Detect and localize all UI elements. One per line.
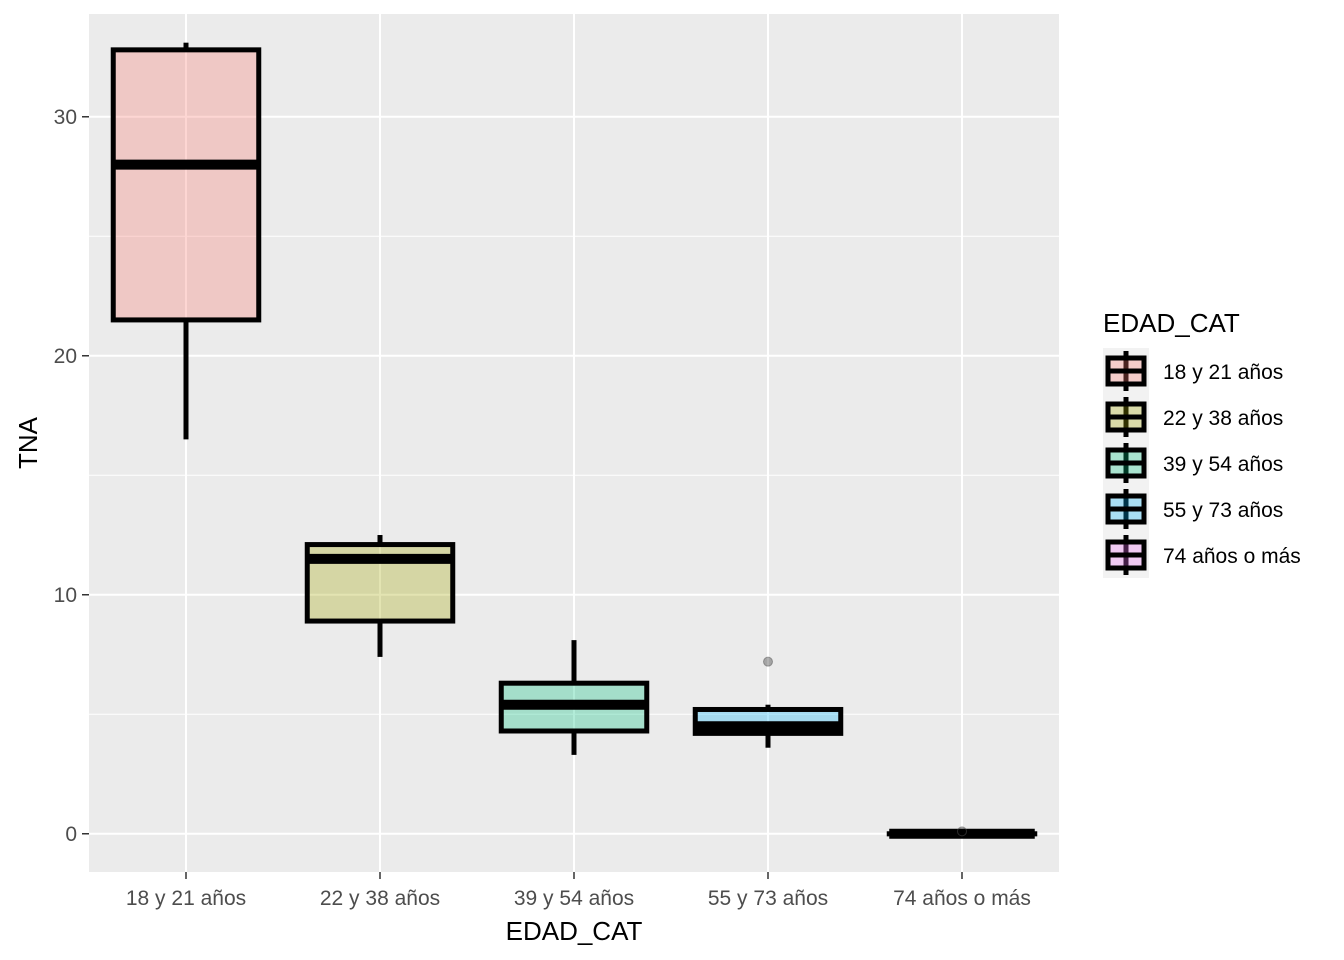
y-tick-label: 0 [65,823,77,846]
legend-item: 18 y 21 años [1103,348,1283,394]
legend-label: 22 y 38 años [1163,407,1283,430]
legend-label: 39 y 54 años [1163,453,1283,476]
y-axis-title: TNA [13,416,43,469]
legend: EDAD_CAT 18 y 21 años 22 y 38 años 39 y 54… [1103,308,1301,578]
outlier-point [957,826,967,837]
y-tick-label: 20 [54,345,77,368]
box-5 [886,826,1038,839]
x-axis: 18 y 21 años 22 y 38 años 39 y 54 años 55 y… [126,872,1031,910]
legend-item: 39 y 54 años [1103,440,1283,486]
x-tick-label: 18 y 21 años [126,887,246,910]
x-tick-label: 55 y 73 años [708,887,828,910]
legend-item: 74 años o más [1103,532,1301,578]
y-axis: 0 10 20 30 [54,106,89,846]
y-tick-label: 10 [54,584,77,607]
legend-item: 55 y 73 años [1103,486,1283,532]
boxes [110,42,1038,839]
box-4 [692,656,844,748]
box-1 [110,42,262,440]
legend-item: 22 y 38 años [1103,394,1283,440]
legend-label: 18 y 21 años [1163,361,1283,384]
box-body [110,47,262,323]
legend-title: EDAD_CAT [1103,308,1240,338]
x-tick-label: 39 y 54 años [514,887,634,910]
outlier-point [763,656,773,667]
x-tick-label: 74 años o más [893,887,1031,910]
y-tick-label: 30 [54,106,77,129]
legend-label: 74 años o más [1163,545,1301,568]
legend-label: 55 y 73 años [1163,499,1283,522]
x-tick-label: 22 y 38 años [320,887,440,910]
box-3 [498,640,650,755]
box-2 [304,535,456,657]
x-axis-title: EDAD_CAT [506,916,643,946]
